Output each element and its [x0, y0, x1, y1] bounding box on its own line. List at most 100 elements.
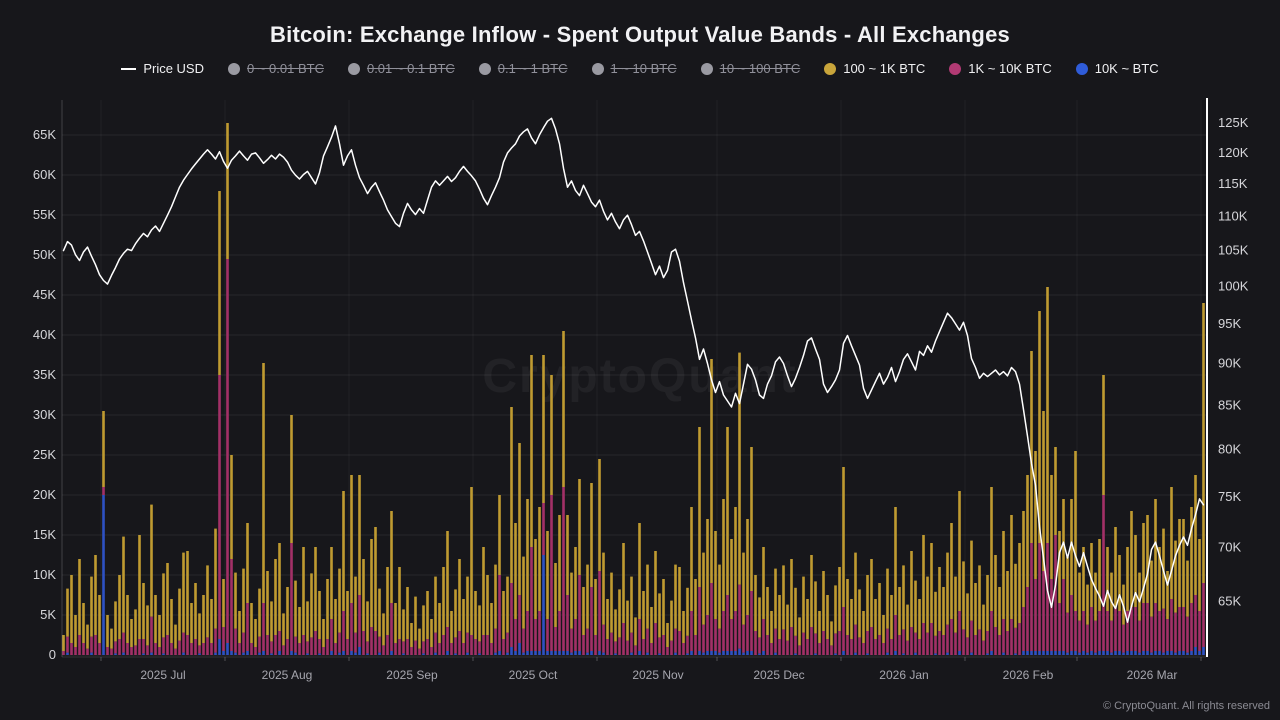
- bar-1k-10k-btc: [914, 632, 917, 653]
- bar-1k-10k-btc: [458, 631, 461, 655]
- bar-1k-10k-btc: [562, 487, 565, 651]
- bar-1k-10k-btc: [234, 628, 237, 653]
- bar-1k-10k-btc: [898, 635, 901, 655]
- legend-item-0-1-1-btc[interactable]: 0.1 ~ 1 BTC: [478, 61, 568, 76]
- bar-1k-10k-btc: [1118, 611, 1121, 651]
- watermark: CryptoQuant: [482, 350, 797, 403]
- bar-100-1k-btc: [106, 615, 109, 647]
- bar-100-1k-btc: [314, 547, 317, 631]
- bar-100-1k-btc: [606, 599, 609, 639]
- bar-100-1k-btc: [682, 611, 685, 643]
- bar-1k-10k-btc: [398, 639, 401, 655]
- bar-100-1k-btc: [594, 579, 597, 635]
- bar-100-1k-btc: [1118, 555, 1121, 611]
- bar-100-1k-btc: [226, 123, 229, 259]
- bar-1k-10k-btc: [686, 635, 689, 654]
- bar-10k-btc: [1066, 652, 1069, 655]
- bar-1k-10k-btc: [66, 636, 69, 653]
- bar-1k-10k-btc: [650, 643, 653, 655]
- bar-10k-btc: [714, 651, 717, 655]
- bar-1k-10k-btc: [1162, 608, 1165, 653]
- bar-100-1k-btc: [662, 579, 665, 635]
- bar-100-1k-btc: [478, 605, 481, 642]
- bar-10k-btc: [306, 653, 309, 655]
- right-axis-tick-label: 85K: [1218, 397, 1241, 412]
- bar-100-1k-btc: [182, 552, 185, 633]
- bar-100-1k-btc: [1038, 311, 1041, 543]
- bar-1k-10k-btc: [966, 637, 969, 655]
- bar-1k-10k-btc: [1030, 543, 1033, 651]
- bar-100-1k-btc: [126, 595, 129, 643]
- bar-1k-10k-btc: [990, 611, 993, 651]
- bar-100-1k-btc: [402, 609, 405, 642]
- bar-10k-btc: [290, 651, 293, 655]
- bar-1k-10k-btc: [582, 635, 585, 655]
- bar-1k-10k-btc: [218, 375, 221, 639]
- bar-10k-btc: [762, 651, 765, 655]
- bar-100-1k-btc: [830, 621, 833, 646]
- bar-100-1k-btc: [250, 603, 253, 643]
- bar-1k-10k-btc: [538, 611, 541, 651]
- bar-100-1k-btc: [1194, 475, 1197, 595]
- bar-1k-10k-btc: [402, 641, 405, 654]
- bar-100-1k-btc: [174, 624, 177, 649]
- x-axis-month-label: 2026 Mar: [1127, 668, 1178, 682]
- bar-1k-10k-btc: [150, 616, 153, 653]
- bar-10k-btc: [354, 652, 357, 655]
- legend-item-1k-10k-btc[interactable]: 1K ~ 10K BTC: [949, 61, 1052, 76]
- bar-1k-10k-btc: [1074, 611, 1077, 651]
- bar-10k-btc: [1150, 652, 1153, 655]
- bar-100-1k-btc: [114, 601, 117, 642]
- bar-1k-10k-btc: [658, 637, 661, 654]
- bar-10k-btc: [350, 651, 353, 655]
- bar-1k-10k-btc: [466, 632, 469, 653]
- bar-1k-10k-btc: [506, 632, 509, 653]
- bar-100-1k-btc: [1070, 499, 1073, 595]
- bar-100-1k-btc: [450, 611, 453, 643]
- right-axis-tick-label: 90K: [1218, 355, 1241, 370]
- right-axis-tick-label: 115K: [1218, 176, 1248, 191]
- bar-10k-btc: [854, 652, 857, 655]
- bar-10k-btc: [726, 651, 729, 655]
- bar-10k-btc: [570, 652, 573, 655]
- bar-10k-btc: [758, 653, 761, 655]
- legend-item-1-10-btc[interactable]: 1 ~ 10 BTC: [591, 61, 677, 76]
- bar-1k-10k-btc: [74, 647, 77, 655]
- bar-1k-10k-btc: [994, 627, 997, 655]
- bar-10k-btc: [318, 653, 321, 655]
- bar-10k-btc: [674, 652, 677, 655]
- bar-1k-10k-btc: [442, 635, 445, 655]
- legend-item-10-100-btc[interactable]: 10 ~ 100 BTC: [700, 61, 800, 76]
- bar-1k-10k-btc: [942, 635, 945, 655]
- bar-1k-10k-btc: [670, 640, 673, 655]
- bar-10k-btc: [1078, 652, 1081, 655]
- legend-item-0-0-01-btc[interactable]: 0 ~ 0.01 BTC: [228, 61, 324, 76]
- bar-10k-btc: [598, 651, 601, 655]
- bar-1k-10k-btc: [958, 611, 961, 651]
- bar-10k-btc: [1102, 651, 1105, 655]
- bar-100-1k-btc: [1198, 539, 1201, 611]
- bar-1k-10k-btc: [614, 641, 617, 654]
- bar-1k-10k-btc: [270, 641, 273, 654]
- bar-1k-10k-btc: [266, 635, 269, 655]
- left-axis-tick-label: 25K: [33, 447, 56, 462]
- bar-1k-10k-btc: [1166, 619, 1169, 651]
- bar-10k-btc: [1126, 651, 1129, 655]
- bar-100-1k-btc: [522, 556, 525, 629]
- bar-10k-btc: [722, 651, 725, 655]
- bar-100-1k-btc: [78, 559, 81, 635]
- bar-100-1k-btc: [206, 565, 209, 638]
- bar-100-1k-btc: [650, 607, 653, 643]
- bar-1k-10k-btc: [214, 628, 217, 653]
- legend-item-10k-btc[interactable]: 10K ~ BTC: [1075, 61, 1159, 76]
- bar-10k-btc: [742, 652, 745, 655]
- bar-100-1k-btc: [190, 603, 193, 643]
- bar-1k-10k-btc: [1134, 607, 1137, 651]
- bar-1k-10k-btc: [806, 639, 809, 655]
- bar-1k-10k-btc: [446, 627, 449, 651]
- legend-item-100-1k-btc[interactable]: 100 ~ 1K BTC: [824, 61, 925, 76]
- bar-1k-10k-btc: [662, 635, 665, 655]
- legend-item-price-usd[interactable]: Price USD: [121, 61, 204, 76]
- legend-item-0-01-0-1-btc[interactable]: 0.01 ~ 0.1 BTC: [347, 61, 455, 76]
